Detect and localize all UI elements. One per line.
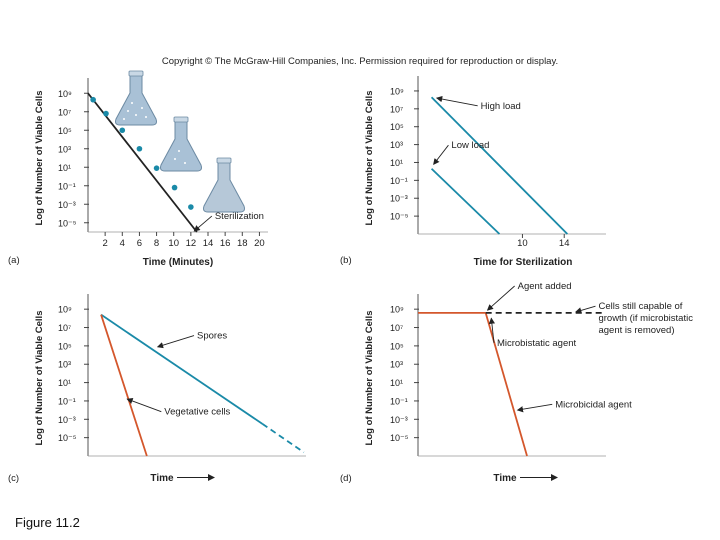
x-axis-label: Time <box>150 473 174 484</box>
x-tick-label: 2 <box>102 238 107 249</box>
x-tick-label: 16 <box>220 238 231 249</box>
panel-c-chart: 10⁹ 10⁷ 10⁵ 10³ 10¹ 10⁻¹ 10⁻³ 10⁻⁵ Log of Number… <box>8 294 306 484</box>
panel-label: (b) <box>340 255 352 266</box>
y-tick-label: 10¹ <box>58 378 71 388</box>
series-line-spores-projected- <box>261 423 305 454</box>
annotation-arrow <box>156 335 195 349</box>
y-tick-label: 10⁻¹ <box>390 396 408 406</box>
y-tick-label: 10⁷ <box>390 323 403 333</box>
y-tick-label: 10³ <box>58 144 71 154</box>
x-axis-label: Time <box>493 473 517 484</box>
panel-label: (a) <box>8 255 20 266</box>
y-tick-label: 10⁷ <box>390 104 403 114</box>
y-tick-label: 10⁻¹ <box>390 176 408 186</box>
annotation-label: Spores <box>197 331 227 342</box>
panel-label: (d) <box>340 473 352 484</box>
y-tick-label: 10⁻¹ <box>58 396 76 406</box>
y-tick-label: 10⁻⁵ <box>390 433 409 443</box>
y-tick-label: 10⁹ <box>390 86 404 96</box>
data-point <box>90 96 96 103</box>
y-tick-label: 10⁵ <box>390 341 404 351</box>
annotation-label: growth (if microbistatic <box>598 313 693 324</box>
series-line-low-load <box>430 168 501 235</box>
annotation-label: Low load <box>451 140 489 151</box>
x-tick-label: 12 <box>186 238 197 249</box>
y-tick-label: 10³ <box>390 360 403 370</box>
x-tick-label: 18 <box>237 238 248 249</box>
y-tick-label: 10⁵ <box>390 122 404 132</box>
data-point <box>188 204 194 210</box>
y-tick-label: 10⁻⁵ <box>390 212 409 222</box>
annotation-label: High load <box>481 101 521 112</box>
y-axis-label: Log of Number of Viable Cells <box>34 91 45 226</box>
panel-a-chart: 10⁹ 10⁷ 10⁵ 10³ 10¹ 10⁻¹ 10⁻³ 10⁻⁵ 2 4 6 8 10 12 14 16 1… <box>8 70 268 268</box>
data-point <box>136 145 143 152</box>
data-point <box>103 110 109 117</box>
annotation-label: agent is removed) <box>598 325 674 336</box>
panel-label: (c) <box>8 473 19 484</box>
y-tick-label: 10³ <box>390 140 403 150</box>
y-tick-label: 10⁷ <box>58 323 71 333</box>
x-tick-label: 4 <box>120 238 125 249</box>
data-point <box>171 184 178 191</box>
annotation-arrow <box>488 317 496 343</box>
y-axis-label: Log of Number of Viable Cells <box>364 91 375 226</box>
flask-icon <box>160 116 202 172</box>
y-tick-label: 10⁻⁵ <box>58 433 77 443</box>
y-tick-label: 10⁹ <box>58 305 72 315</box>
annotation-arrow <box>575 305 596 314</box>
series-line-vegetative-cells <box>100 314 148 457</box>
x-tick-label: 10 <box>517 238 528 249</box>
x-axis-label: Time (Minutes) <box>143 257 213 268</box>
y-tick-label: 10¹ <box>390 158 403 168</box>
y-tick-label: 10¹ <box>58 163 71 173</box>
annotation-label: Cells still capable of <box>598 301 682 312</box>
series-line-spores <box>100 313 263 425</box>
panel-d-chart: 10⁹ 10⁷ 10⁵ 10³ 10¹ 10⁻¹ 10⁻³ 10⁻⁵ Log of Number… <box>340 281 693 484</box>
x-tick-label: 8 <box>154 238 159 249</box>
y-tick-label: 10⁹ <box>58 89 72 99</box>
y-axis-label: Log of Number of Viable Cells <box>34 311 45 446</box>
annotation-arrow <box>435 96 478 107</box>
annotation-label: Microbistatic agent <box>497 338 577 349</box>
data-point <box>153 165 160 171</box>
y-tick-label: 10⁻³ <box>390 194 408 204</box>
flask-icon <box>203 157 245 213</box>
annotation-arrow <box>486 285 515 311</box>
annotation-arrow <box>193 215 213 232</box>
annotation-label: Microbicidal agent <box>555 399 632 410</box>
x-tick-label: 10 <box>168 238 179 249</box>
flask-icon <box>115 70 157 126</box>
series-line-microbicidal-agent <box>484 312 528 457</box>
copyright-notice: Copyright © The McGraw-Hill Companies, I… <box>162 56 558 67</box>
y-tick-label: 10⁹ <box>390 305 404 315</box>
annotation-label: Agent added <box>518 281 572 292</box>
y-tick-label: 10⁵ <box>58 341 72 351</box>
y-tick-label: 10⁻¹ <box>58 181 76 191</box>
annotation-arrow <box>433 144 449 165</box>
y-tick-label: 10⁻⁵ <box>58 218 77 228</box>
x-tick-label: 14 <box>203 238 214 249</box>
y-tick-label: 10⁷ <box>58 107 71 117</box>
y-tick-label: 10⁻³ <box>58 200 76 210</box>
x-tick-label: 6 <box>137 238 142 249</box>
data-point <box>119 127 126 134</box>
annotation-label: Sterilization <box>215 211 264 222</box>
y-tick-label: 10⁻³ <box>390 415 408 425</box>
x-tick-label: 20 <box>254 238 265 249</box>
annotation-arrow <box>516 403 553 413</box>
y-tick-label: 10¹ <box>390 378 403 388</box>
panel-b-chart: 10⁹ 10⁷ 10⁵ 10³ 10¹ 10⁻¹ 10⁻³ 10⁻⁵ 10 14 Log of Nu… <box>340 76 606 268</box>
x-tick-label: 14 <box>559 238 570 249</box>
annotation-arrow <box>126 398 162 413</box>
x-axis-label: Time for Sterilization <box>474 257 573 268</box>
series-line-high-load <box>430 96 568 235</box>
y-tick-label: 10⁵ <box>58 126 72 136</box>
y-tick-label: 10³ <box>58 360 71 370</box>
figure-caption: Figure 11.2 <box>15 515 80 530</box>
y-axis-label: Log of Number of Viable Cells <box>364 311 375 446</box>
annotation-label: Vegetative cells <box>164 407 230 418</box>
y-tick-label: 10⁻³ <box>58 415 76 425</box>
